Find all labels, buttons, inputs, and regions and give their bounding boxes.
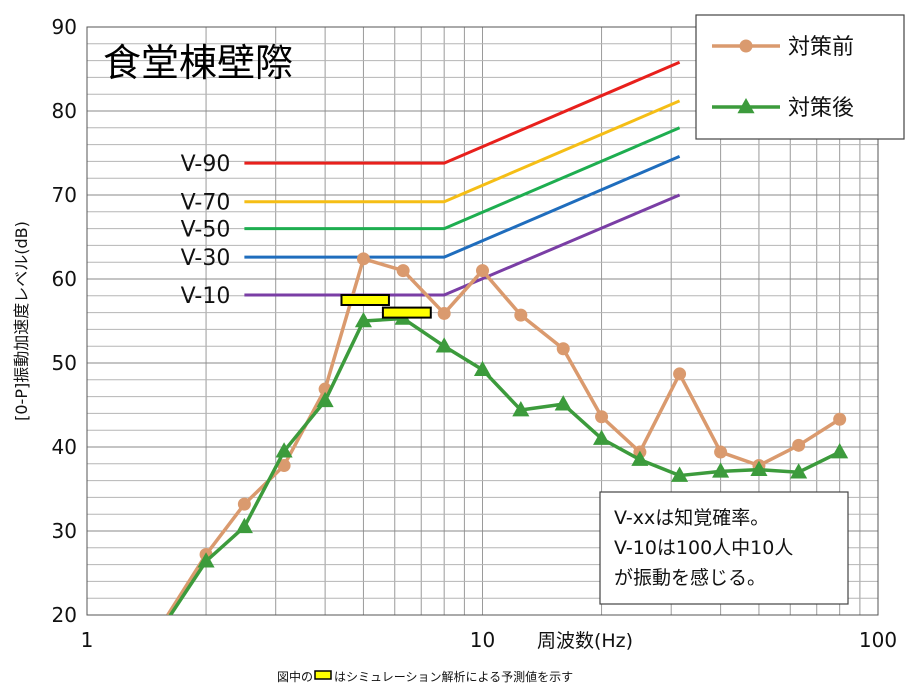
data-point-after bbox=[831, 443, 849, 459]
data-point-before bbox=[514, 308, 528, 322]
data-point-before bbox=[833, 412, 847, 426]
y-tick-label: 70 bbox=[52, 183, 77, 207]
footnote-after: はシミュレーション解析による予測値を示す bbox=[334, 669, 573, 684]
reference-curve-v-50 bbox=[244, 126, 681, 231]
data-point-after bbox=[671, 466, 689, 482]
data-point-after bbox=[316, 391, 334, 408]
reference-curve-label: V-70 bbox=[181, 191, 231, 216]
data-point-after bbox=[790, 463, 808, 479]
x-tick-label: 10 bbox=[470, 628, 495, 652]
x-tick-label: 1 bbox=[81, 628, 94, 652]
x-axis-label: 周波数(Hz) bbox=[537, 630, 633, 652]
y-tick-label: 60 bbox=[52, 267, 77, 291]
note-line: V-10は100人中10人 bbox=[614, 537, 793, 559]
series-line-0 bbox=[166, 257, 841, 615]
data-point-after bbox=[354, 312, 372, 328]
footnote-marker-swatch bbox=[314, 670, 332, 680]
y-tick-label: 80 bbox=[52, 99, 77, 123]
note-frame bbox=[599, 491, 849, 605]
y-tick-label: 90 bbox=[52, 15, 77, 39]
y-tick-label: 30 bbox=[52, 519, 77, 543]
prediction-marker bbox=[340, 294, 390, 306]
y-tick-label: 50 bbox=[52, 351, 77, 375]
data-point-after bbox=[197, 552, 215, 568]
legend-marker-circle bbox=[739, 39, 753, 53]
data-point-before bbox=[714, 445, 728, 459]
data-point-after bbox=[275, 442, 293, 458]
legend-label: 対策後 bbox=[788, 96, 854, 121]
reference-curve-label: V-30 bbox=[181, 246, 231, 271]
data-point-after bbox=[512, 401, 530, 417]
reference-curve-v-70 bbox=[244, 99, 681, 204]
prediction-marker bbox=[381, 306, 432, 319]
reference-curve-v-90 bbox=[244, 60, 681, 165]
data-point-before bbox=[673, 367, 687, 381]
plot-content bbox=[166, 60, 849, 615]
chart-title: 食堂棟壁際 bbox=[103, 41, 293, 85]
plot-frame bbox=[86, 26, 879, 616]
data-point-before bbox=[595, 410, 609, 424]
note-line: が振動を感じる。 bbox=[614, 567, 766, 589]
reference-curve-v-30 bbox=[244, 154, 681, 259]
footnote: 図中の はシミュレーション解析による予測値を示す bbox=[277, 669, 573, 684]
data-point-after bbox=[235, 517, 253, 534]
data-point-after bbox=[631, 450, 649, 466]
note-box bbox=[599, 491, 849, 605]
data-point-after bbox=[473, 360, 492, 377]
note-line: V-xxは知覚確率。 bbox=[614, 507, 769, 529]
y-axis-label: [0-P]振動加速度レベル(dB) bbox=[12, 221, 31, 421]
y-tick-label: 20 bbox=[52, 603, 77, 627]
data-point-before bbox=[356, 252, 370, 266]
data-point-after bbox=[435, 337, 453, 353]
legend-marker-triangle bbox=[737, 98, 755, 114]
reference-curve-v-10 bbox=[244, 193, 681, 297]
data-point-after bbox=[554, 395, 572, 411]
data-point-before bbox=[476, 264, 489, 278]
reference-curve-label: V-50 bbox=[181, 218, 231, 243]
x-tick-label: 100 bbox=[859, 628, 897, 652]
data-point-after bbox=[750, 460, 768, 476]
data-point-before bbox=[556, 342, 570, 356]
data-point-before bbox=[237, 497, 251, 511]
data-point-before bbox=[396, 264, 410, 278]
series-line-1 bbox=[168, 316, 841, 615]
data-point-before bbox=[792, 438, 806, 452]
data-point-after bbox=[593, 429, 611, 445]
legend-box bbox=[695, 14, 905, 140]
reference-curve-label: V-90 bbox=[181, 152, 231, 177]
data-point-after bbox=[712, 462, 730, 478]
footnote-before: 図中の bbox=[277, 669, 313, 684]
data-point-before bbox=[437, 306, 451, 320]
legend-label: 対策前 bbox=[788, 35, 854, 60]
legend bbox=[695, 14, 905, 140]
y-tick-label: 40 bbox=[52, 435, 77, 459]
data-point-before bbox=[277, 458, 291, 472]
reference-curve-label: V-10 bbox=[181, 284, 231, 309]
